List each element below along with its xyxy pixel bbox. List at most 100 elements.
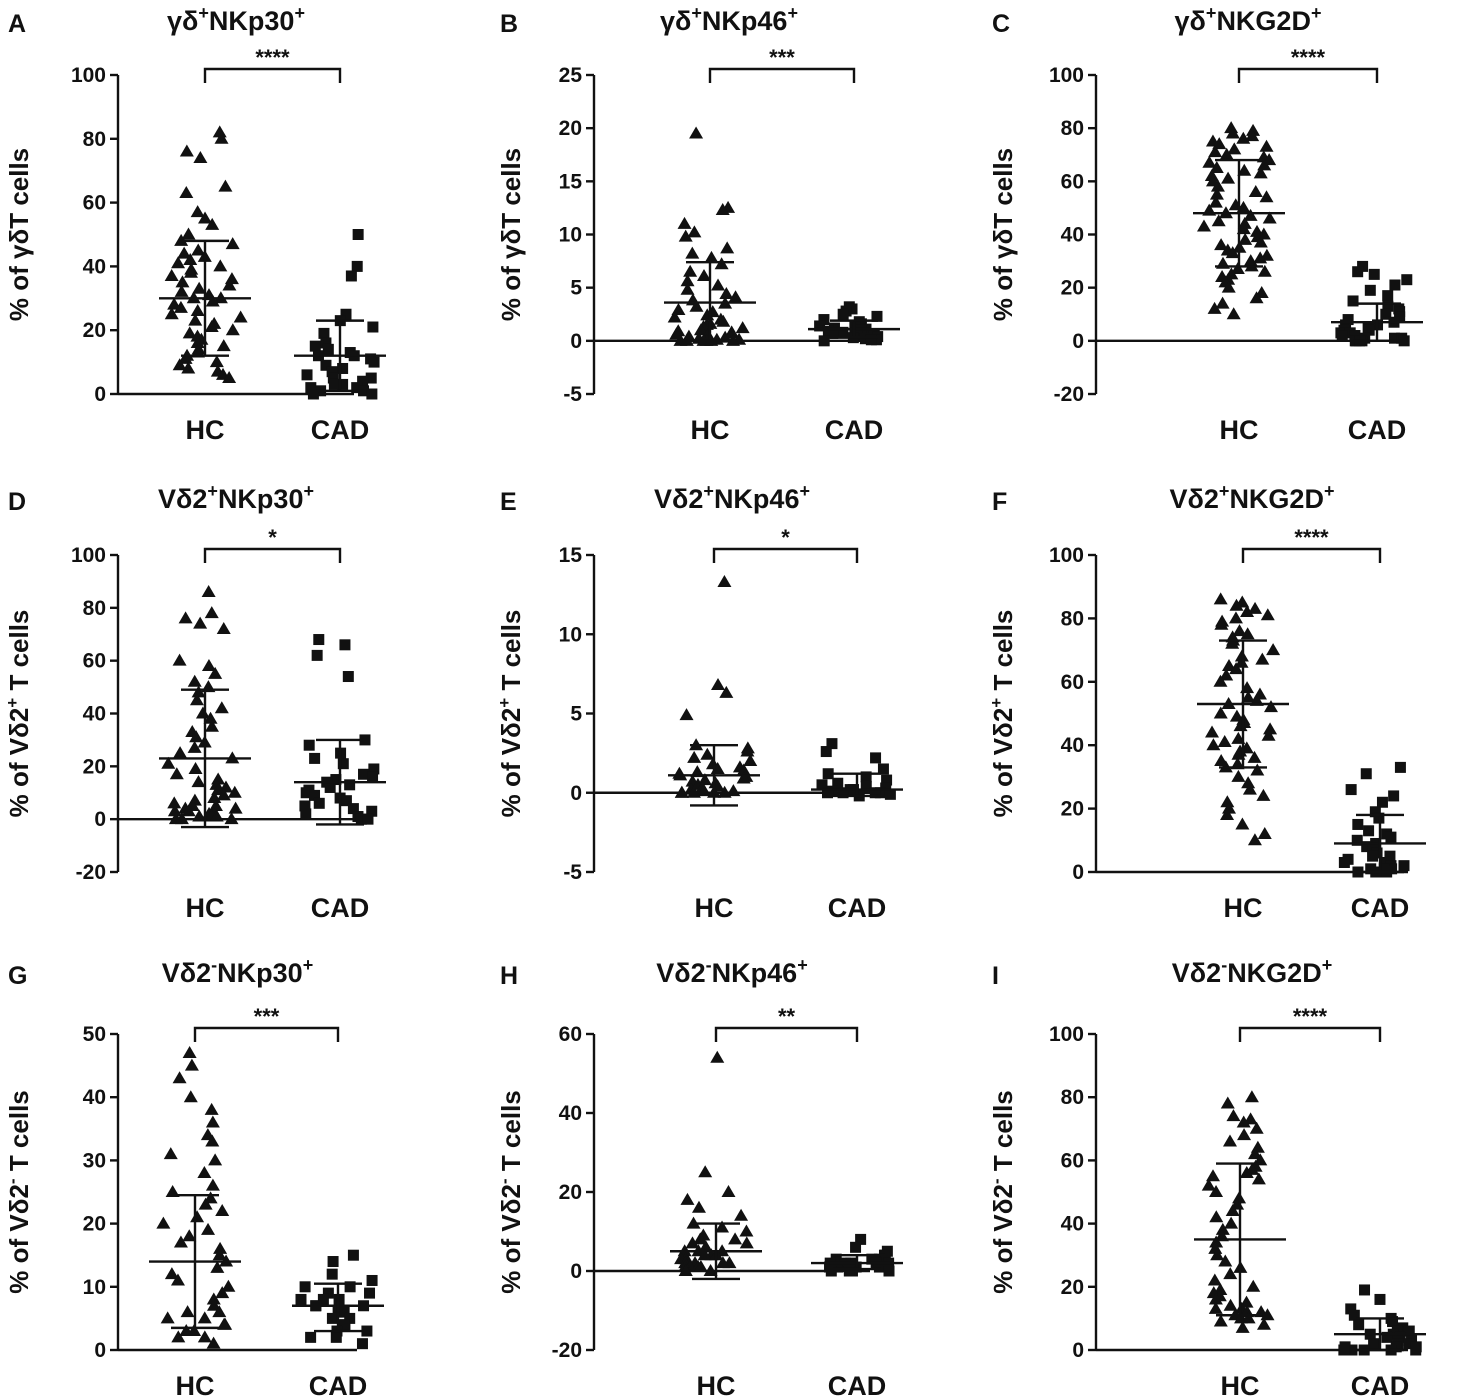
- data-point-cad: [837, 326, 849, 338]
- data-point-hc: [685, 1236, 700, 1249]
- data-point-hc: [687, 750, 702, 763]
- data-point-hc: [156, 1216, 171, 1229]
- y-tick-label: 25: [559, 64, 583, 87]
- data-point-hc: [1260, 608, 1275, 621]
- data-point-cad: [820, 746, 832, 758]
- data-point-hc: [717, 785, 732, 798]
- data-point-hc: [204, 1102, 219, 1115]
- data-point-hc: [216, 788, 231, 801]
- data-point-cad: [1338, 1344, 1350, 1356]
- data-point-hc: [198, 1197, 213, 1210]
- data-point-hc: [1215, 1222, 1230, 1235]
- data-point-hc: [222, 371, 237, 384]
- data-point-hc: [221, 1279, 236, 1292]
- data-point-hc: [1214, 617, 1229, 630]
- data-point-hc: [190, 1210, 205, 1223]
- data-point-hc: [181, 227, 196, 240]
- data-point-cad: [322, 1287, 334, 1299]
- data-point-cad: [1394, 311, 1406, 323]
- data-point-cad: [1351, 834, 1363, 846]
- significance-bracket: [1237, 67, 1379, 83]
- significance-label: ****: [1291, 45, 1326, 70]
- data-point-cad: [1403, 1338, 1415, 1350]
- data-point-hc: [187, 674, 202, 687]
- data-point-hc: [1253, 166, 1268, 179]
- data-point-hc: [1205, 725, 1220, 738]
- data-point-cad: [309, 789, 321, 801]
- data-point-hc: [182, 1045, 197, 1058]
- data-point-hc: [1207, 301, 1222, 314]
- data-point-hc: [163, 1147, 178, 1160]
- y-tick-label: 40: [83, 255, 106, 278]
- data-point-hc: [193, 150, 208, 163]
- panel-letter: E: [500, 488, 517, 516]
- data-point-cad: [1364, 284, 1376, 296]
- data-point-hc: [1222, 658, 1237, 671]
- significance-bracket: [203, 67, 342, 83]
- significance-bracket: [708, 67, 856, 83]
- data-point-hc: [728, 1232, 743, 1245]
- data-point-hc: [1236, 131, 1251, 144]
- panel-letter: B: [500, 10, 518, 38]
- category-label-hc: HC: [186, 893, 225, 923]
- data-point-hc: [743, 754, 758, 767]
- category-label-hc: HC: [186, 415, 225, 445]
- y-tick-label: 30: [83, 1149, 106, 1172]
- data-point-cad: [358, 768, 370, 780]
- data-point-hc: [1255, 652, 1270, 665]
- data-point-hc: [187, 740, 202, 753]
- data-point-cad: [1360, 768, 1372, 780]
- data-point-cad: [295, 1293, 307, 1305]
- data-point-hc: [179, 144, 194, 157]
- data-point-hc: [1202, 155, 1217, 168]
- panel-title: γδ+NKp30+: [167, 3, 305, 36]
- data-point-hc: [726, 784, 741, 797]
- data-point-hc: [173, 300, 188, 313]
- data-point-cad: [1410, 1344, 1422, 1356]
- data-point-hc: [680, 1192, 695, 1205]
- data-point-hc: [1225, 636, 1240, 649]
- data-point-hc: [169, 767, 184, 780]
- data-point-hc: [225, 237, 240, 250]
- data-point-hc: [721, 1185, 736, 1197]
- data-point-cad: [1376, 796, 1388, 808]
- data-point-hc: [1209, 1185, 1224, 1197]
- data-point-hc: [187, 1324, 202, 1337]
- data-point-hc: [667, 310, 682, 323]
- data-point-cad: [855, 1233, 867, 1245]
- category-label-hc: HC: [691, 415, 730, 445]
- data-point-cad: [881, 774, 893, 786]
- data-point-hc: [1243, 1112, 1258, 1125]
- y-tick-label: 0: [94, 383, 106, 406]
- y-axis-label: % of γδT cells: [4, 148, 34, 321]
- data-point-hc: [1220, 1096, 1235, 1109]
- data-point-hc: [1225, 1203, 1240, 1216]
- data-point-hc: [222, 278, 237, 291]
- data-point-hc: [191, 685, 206, 698]
- category-label-cad: CAD: [1351, 1371, 1410, 1397]
- data-point-hc: [680, 274, 695, 287]
- data-point-hc: [736, 771, 751, 784]
- y-tick-label: -20: [76, 861, 106, 884]
- category-label-hc: HC: [695, 893, 734, 923]
- data-point-cad: [1403, 1325, 1415, 1337]
- data-point-hc: [1243, 208, 1258, 221]
- data-point-hc: [197, 1311, 212, 1324]
- significance-label: *: [268, 525, 277, 550]
- data-point-hc: [171, 1330, 186, 1343]
- y-tick-label: 60: [83, 192, 106, 215]
- data-point-cad: [1385, 831, 1397, 843]
- data-point-hc: [1201, 1178, 1216, 1191]
- category-label-cad: CAD: [828, 1371, 887, 1397]
- data-point-cad: [1388, 332, 1400, 344]
- data-point-hc: [227, 785, 242, 798]
- category-label-cad: CAD: [825, 415, 884, 445]
- panel-title: γδ+NKp46+: [660, 3, 798, 36]
- data-point-hc: [164, 268, 179, 281]
- data-point-hc: [703, 1264, 718, 1276]
- data-point-hc: [678, 229, 693, 242]
- data-point-cad: [317, 1293, 329, 1305]
- data-point-cad: [865, 334, 877, 346]
- y-tick-label: -5: [563, 383, 582, 406]
- data-point-hc: [674, 785, 689, 798]
